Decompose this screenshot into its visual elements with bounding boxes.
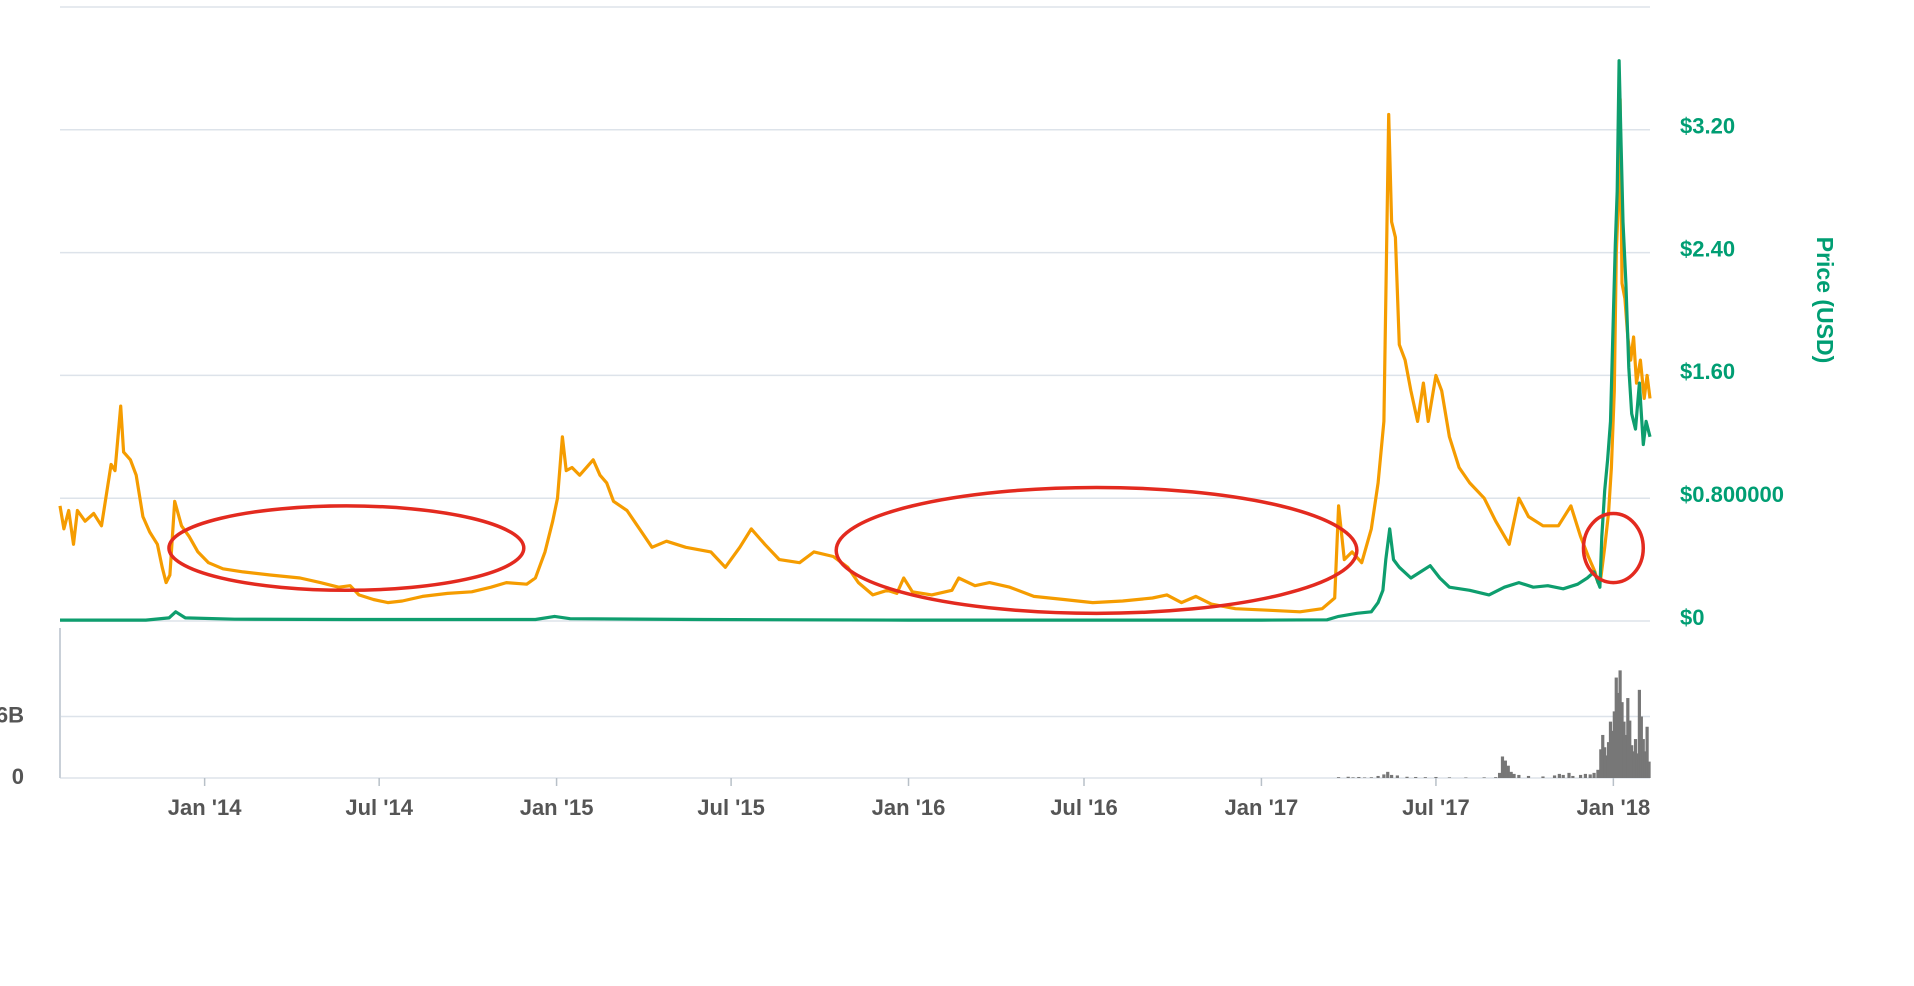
volume-bar-7 [1382,774,1386,778]
x-tick-label-5: Jul '16 [1050,795,1118,820]
volume-bar-59 [1639,716,1643,778]
volume-bar-26 [1526,775,1531,778]
volume-bar-35 [1588,774,1592,778]
volume-bar-19 [1497,772,1502,778]
volume-bar-57 [1635,753,1640,778]
price-axis-ticks: $0 $0.800000 $1.60 $2.40 $3.20 [1680,114,1784,630]
volume-bar-13 [1423,777,1427,778]
x-tick-label-8: Jan '18 [1576,795,1650,820]
price-tick-label-0: $0 [1680,605,1704,630]
volume-bar-12 [1414,776,1418,778]
volume-bar-30 [1561,774,1565,778]
volume-bar-47 [1616,692,1620,778]
volume-bar-54 [1630,745,1634,778]
volume-axis-ticks: 0 6B [0,702,24,789]
volume-bar-22 [1506,765,1510,778]
volume-bar-28 [1552,775,1557,778]
x-tick-label-7: Jul '17 [1402,795,1470,820]
annotation-ellipse-1 [834,485,1359,616]
series-lines [58,59,1652,622]
volume-bar-40 [1603,747,1607,778]
volume-bar-45 [1612,711,1616,778]
volume-tick-label-0: 0 [12,764,24,789]
volume-bar-56 [1633,739,1638,778]
volume-bar-1 [1346,776,1350,778]
annotation-ellipse-2 [1581,511,1646,585]
volume-bar-50 [1622,721,1626,778]
volume-bar-32 [1571,775,1575,778]
volume-bar-55 [1632,751,1636,778]
volume-bars [1336,670,1651,778]
volume-bar-24 [1512,773,1516,778]
volume-tick-label-1: 6B [0,702,24,727]
volume-bar-5 [1369,777,1373,778]
volume-bar-23 [1509,771,1513,778]
annotation-ellipse-0 [167,504,526,593]
x-tick-label-2: Jan '15 [520,795,594,820]
price-tick-label-4: $3.20 [1680,114,1735,139]
x-tick-label-1: Jul '14 [345,795,413,820]
volume-bar-11 [1405,776,1409,778]
volume-bar-63 [1647,761,1651,778]
x-tick-label-6: Jan '17 [1225,795,1299,820]
volume-bar-33 [1578,774,1583,778]
volume-bar-17 [1482,777,1486,778]
volume-bar-60 [1641,739,1645,778]
volume-bar-3 [1357,776,1361,778]
volume-bar-15 [1447,777,1452,778]
volume-bar-53 [1628,720,1632,778]
volume-bar-61 [1643,751,1647,778]
volume-bar-14 [1434,776,1438,778]
x-axis-ticks: Jan '14 Jul '14 Jan '15 Jul '15 Jan '16 Jul '… [168,778,1650,820]
price-axis-title: Price (USD) [1812,237,1838,364]
volume-bar-41 [1605,755,1609,778]
volume-bar-31 [1567,772,1571,778]
volume-bar-36 [1592,772,1596,778]
volume-bar-42 [1606,742,1611,778]
volume-bar-43 [1608,721,1613,778]
annotations [167,485,1646,616]
volume-bar-37 [1596,769,1600,778]
volume-bar-58 [1637,689,1641,778]
volume-bar-52 [1626,698,1630,778]
volume-bar-2 [1351,777,1355,778]
volume-bar-10 [1395,775,1399,778]
volume-bar-0 [1336,777,1341,778]
x-tick-label-3: Jul '15 [697,795,765,820]
volume-bar-29 [1557,773,1561,778]
volume-bar-46 [1614,677,1618,778]
volume-bar-49 [1620,702,1624,778]
volume-bar-34 [1583,773,1587,778]
price-tick-label-3: $2.40 [1680,236,1735,261]
volume-bar-39 [1601,734,1605,778]
volume-bar-48 [1618,670,1622,778]
price-tick-label-2: $1.60 [1680,359,1735,384]
price-tick-label-1: $0.800000 [1680,482,1784,507]
volume-bar-6 [1376,775,1380,778]
volume-bar-8 [1386,771,1390,778]
volume-bar-51 [1624,734,1628,778]
volume-bar-18 [1494,777,1498,778]
volume-bar-25 [1517,774,1521,778]
volume-bar-20 [1500,756,1505,778]
volume-bar-27 [1541,776,1545,778]
volume-bar-21 [1503,760,1507,778]
volume-bar-9 [1389,774,1394,778]
x-tick-label-4: Jan '16 [872,795,946,820]
series-line-0 [58,97,1652,614]
volume-bar-16 [1464,777,1468,778]
series-line-1 [60,59,1652,622]
volume-bar-38 [1599,749,1603,778]
volume-bar-4 [1362,777,1367,778]
volume-bar-44 [1610,730,1614,778]
volume-bar-62 [1645,726,1649,778]
x-tick-label-0: Jan '14 [168,795,242,820]
